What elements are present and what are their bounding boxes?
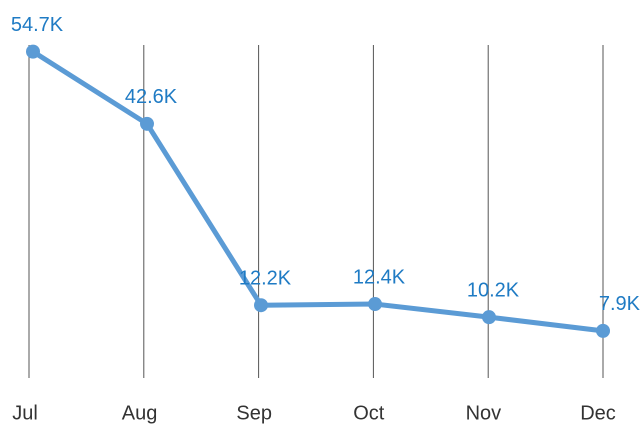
data-point: [368, 297, 382, 312]
data-point: [482, 310, 496, 325]
data-point: [140, 116, 154, 131]
x-tick-label: Sep: [236, 402, 272, 424]
x-tick-label: Nov: [466, 402, 502, 424]
data-point: [254, 298, 268, 313]
data-point: [26, 44, 40, 59]
x-tick-label: Aug: [122, 402, 158, 424]
data-label: 54.7K: [11, 14, 64, 36]
x-tick-label: Jul: [12, 402, 38, 424]
data-label: 12.4K: [353, 266, 406, 288]
data-label: 42.6K: [125, 86, 178, 108]
x-tick-label: Oct: [353, 402, 385, 424]
data-point: [596, 323, 610, 338]
data-label: 12.2K: [239, 267, 292, 289]
series-line: [31, 49, 604, 334]
data-label: 10.2K: [467, 279, 520, 301]
x-tick-label: Dec: [580, 402, 616, 424]
data-label: 7.9K: [599, 293, 641, 315]
